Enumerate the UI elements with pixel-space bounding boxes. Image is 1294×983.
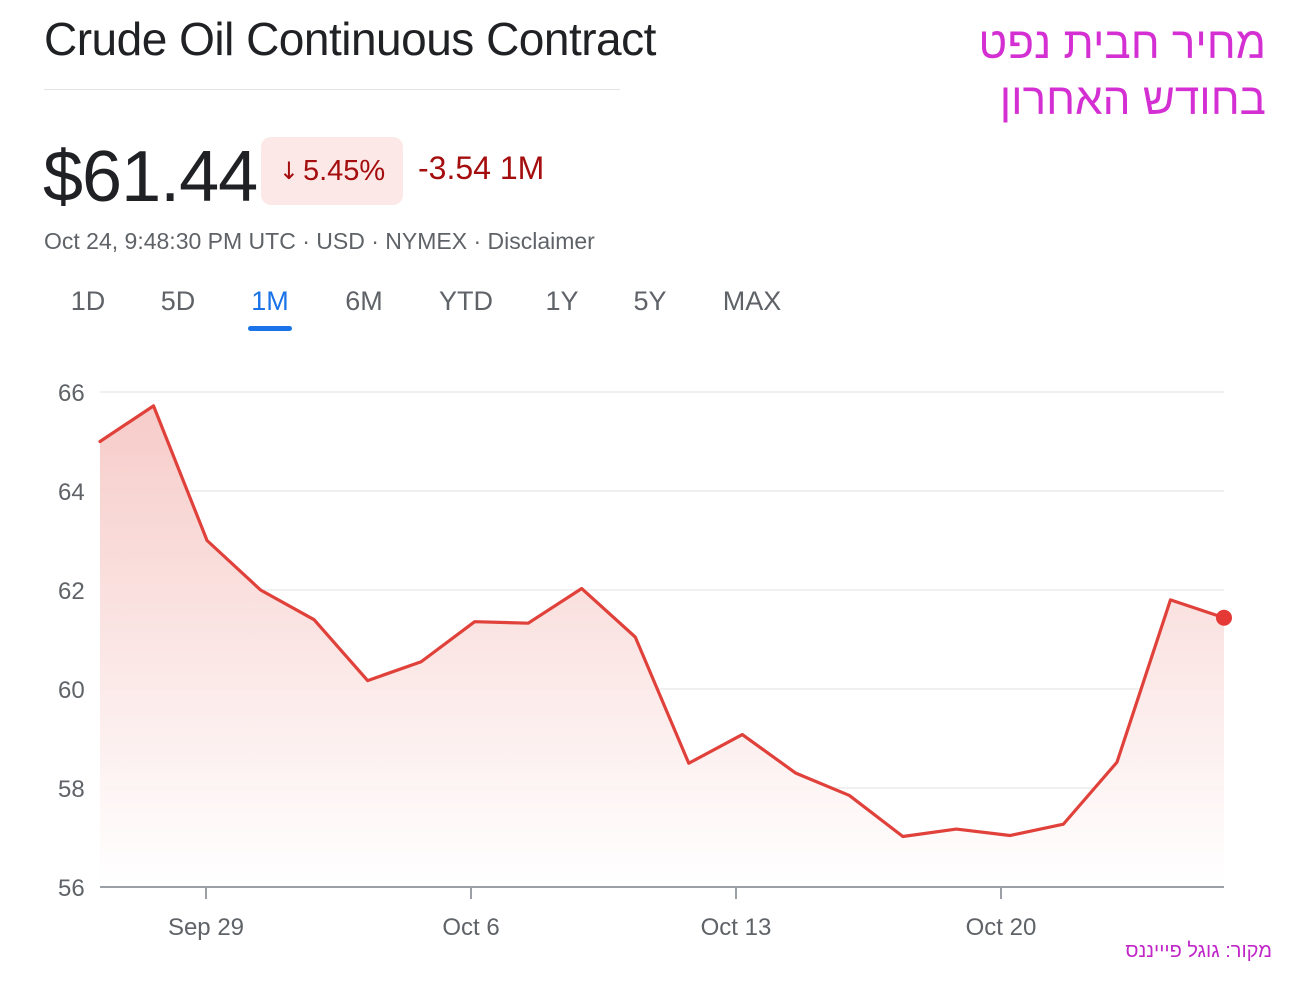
data-point <box>580 587 584 591</box>
data-point <box>847 793 851 797</box>
data-point <box>1115 760 1119 764</box>
data-point <box>152 404 156 408</box>
y-tick-label: 58 <box>58 776 85 803</box>
data-point <box>1168 598 1172 602</box>
overlay-hebrew-title: מחיר חבית נפט בחודש האחרון <box>979 16 1266 128</box>
data-point <box>687 761 691 765</box>
data-point <box>205 539 209 543</box>
tab-1d[interactable]: 1D <box>70 286 106 316</box>
data-point <box>740 733 744 737</box>
data-point <box>312 618 316 622</box>
x-tick-label: Oct 13 <box>701 914 772 941</box>
data-point <box>259 588 263 592</box>
price-line <box>98 404 1226 839</box>
tab-6m[interactable]: 6M <box>345 286 383 316</box>
area-fill-layer <box>100 405 1224 887</box>
data-point <box>419 660 423 664</box>
tab-1m[interactable]: 1M <box>251 286 289 316</box>
data-point <box>526 621 530 625</box>
quote-metadata: Oct 24, 9:48:30 PM UTC · USD · NYMEX · D… <box>44 228 595 254</box>
data-point <box>1008 834 1012 838</box>
y-tick-label: 60 <box>58 677 85 704</box>
tab-ytd[interactable]: YTD <box>439 286 493 316</box>
range-tabs: 1D 5D 1M 6M YTD 1Y 5Y MAX <box>0 286 820 336</box>
title-divider <box>44 89 620 90</box>
data-point <box>366 679 370 683</box>
percent-change-value: 5.45% <box>302 154 386 187</box>
y-tick-label: 62 <box>58 578 85 605</box>
price-line-layer <box>98 404 1232 839</box>
y-tick-label: 66 <box>58 380 85 407</box>
y-tick-label: 64 <box>58 479 85 506</box>
tab-5y[interactable]: 5Y <box>633 286 667 316</box>
area-fill <box>100 405 1224 887</box>
overlay-title-line-2: בחודש האחרון <box>999 75 1266 124</box>
absolute-change: -3.54 1M <box>418 150 545 186</box>
tab-5d[interactable]: 5D <box>160 286 196 316</box>
last-price-marker <box>1216 609 1232 626</box>
overlay-title-line-1: מחיר חבית נפט <box>978 19 1266 68</box>
active-tab-indicator <box>248 326 292 331</box>
source-credit: מקור: גוגל פיייננס <box>1125 940 1272 962</box>
percent-change-badge: ↓ 5.45% <box>261 137 403 205</box>
data-point <box>794 771 798 775</box>
instrument-title: Crude Oil Continuous Contract <box>44 13 656 65</box>
down-arrow-icon: ↓ <box>278 157 299 185</box>
x-tick-label: Oct 6 <box>442 914 499 941</box>
x-tick-label: Oct 20 <box>966 914 1037 941</box>
tab-max[interactable]: MAX <box>722 286 782 316</box>
data-point <box>954 827 958 831</box>
current-price: $61.44 <box>43 137 258 217</box>
data-point <box>98 440 102 444</box>
y-tick-label: 56 <box>58 875 85 902</box>
data-point <box>1061 822 1065 826</box>
data-point <box>633 635 637 639</box>
axes: 66 64 62 60 58 56 Sep 29 Oct 6 Oct 13 Oct 20 <box>58 380 1224 941</box>
data-point <box>473 620 477 624</box>
data-point <box>901 835 905 839</box>
x-tick-label: Sep 29 <box>168 914 244 941</box>
tab-1y[interactable]: 1Y <box>545 286 579 316</box>
